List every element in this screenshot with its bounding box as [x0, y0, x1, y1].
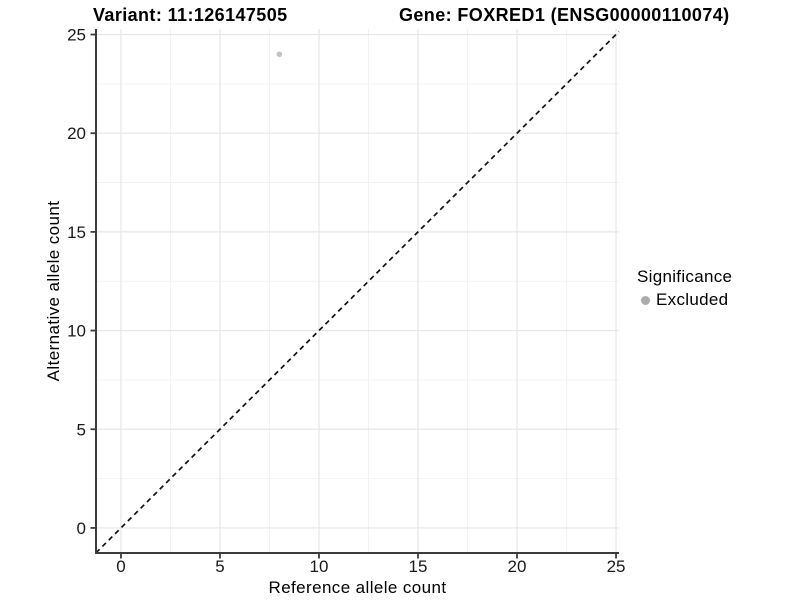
x-tick-label: 20: [508, 557, 527, 576]
y-tick-label: 10: [67, 322, 86, 341]
x-tick-label: 0: [116, 557, 125, 576]
identity-line: [95, 30, 620, 554]
y-axis-title: Alternative allele count: [44, 200, 63, 382]
plot-title-variant: Variant: 11:126147505: [93, 5, 288, 25]
x-tick-label: 15: [409, 557, 428, 576]
legend-title: Significance: [637, 267, 733, 286]
x-tick-label: 25: [607, 557, 626, 576]
legend-item-excluded: Excluded: [637, 290, 732, 310]
x-axis-title: Reference allele count: [268, 578, 447, 597]
legend-key-dot-icon: [641, 295, 650, 305]
y-tick-label: 20: [67, 124, 86, 143]
x-tick-label: 10: [310, 557, 329, 576]
legend: Significance Excluded: [637, 267, 732, 310]
y-tick-label: 5: [77, 420, 86, 439]
data-point: [276, 51, 283, 58]
y-tick-label: 15: [67, 223, 86, 242]
legend-item-label: Excluded: [656, 290, 729, 309]
plot-title-gene: Gene: FOXRED1 (ENSG00000110074): [399, 5, 730, 25]
x-tick-label: 5: [215, 557, 224, 576]
y-tick-label: 25: [67, 26, 86, 45]
y-tick-label: 0: [77, 519, 86, 538]
